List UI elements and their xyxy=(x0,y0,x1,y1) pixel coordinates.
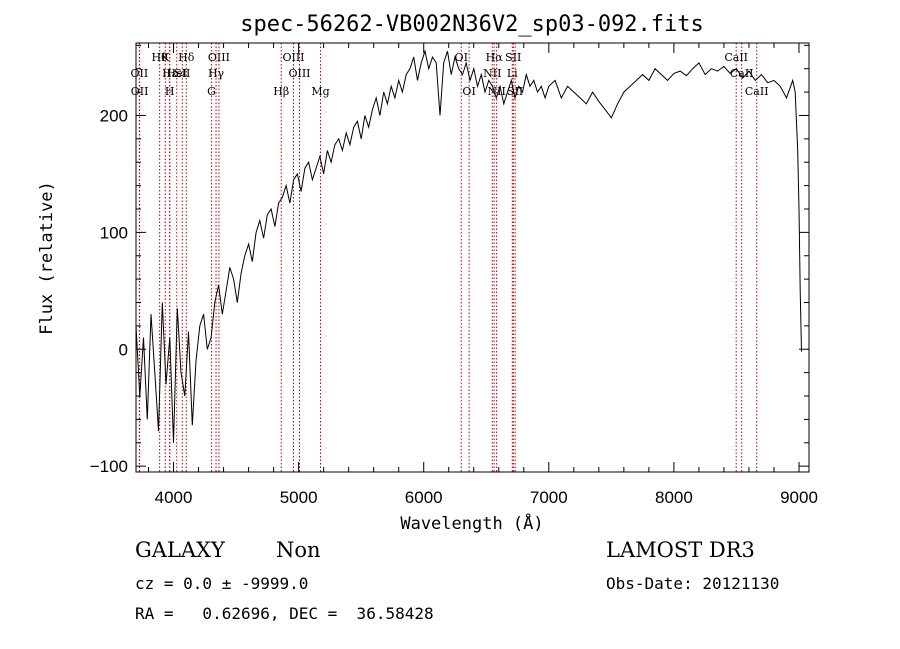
survey-name: LAMOST DR3 xyxy=(606,538,755,562)
spectral-line-label: SII xyxy=(505,51,521,64)
observation-date: Obs-Date: 20121130 xyxy=(606,574,780,593)
spectral-line-markers xyxy=(138,43,758,472)
x-tick-label: 8000 xyxy=(655,488,693,507)
spectral-line-label: Mg xyxy=(311,85,329,98)
x-axis-ticks: 4000 5000 6000 7000 8000 9000 xyxy=(148,43,818,507)
spectral-line-label: Hα xyxy=(486,51,504,64)
x-tick-label: 4000 xyxy=(155,488,193,507)
x-tick-label: 6000 xyxy=(405,488,443,507)
y-tick-label: 200 xyxy=(100,106,128,125)
redshift-readout: cz = 0.0 ± -9999.0 xyxy=(135,574,309,593)
object-class: GALAXY xyxy=(135,538,225,562)
spectral-line-label: Hθ xyxy=(152,51,169,64)
y-tick-label: 0 xyxy=(119,340,128,359)
y-axis-label: Flux (relative) xyxy=(37,181,57,335)
spectral-line-label: HeI xyxy=(167,67,187,80)
coordinates-readout: RA = 0.62696, DEC = 36.58428 xyxy=(135,604,434,623)
spectral-line-label: OI xyxy=(455,51,468,64)
spectral-line-label: SII xyxy=(507,85,523,98)
spectral-line-label: NII xyxy=(483,67,501,80)
spectral-line-label: CaII xyxy=(730,67,754,80)
spectral-line-label: OIII xyxy=(208,51,230,64)
x-tick-label: 9000 xyxy=(780,488,818,507)
plot-frame xyxy=(135,42,810,473)
spectral-line-label: Hγ xyxy=(208,67,225,80)
spectral-line-label: OII xyxy=(131,85,149,98)
chart-title: spec-56262-VB002N36V2_sp03-092.fits xyxy=(240,12,704,37)
spectral-line-label: OIII xyxy=(282,51,304,64)
spectral-line-label: OI xyxy=(462,85,475,98)
spectral-line-label: H xyxy=(165,85,175,98)
spectral-line-label: Hβ xyxy=(273,85,289,98)
y-tick-label: −100 xyxy=(90,457,128,476)
y-axis-ticks: −100 0 100 200 xyxy=(90,44,809,476)
spectral-line-label: Hε xyxy=(162,67,178,80)
object-subclass: Non xyxy=(276,538,321,562)
spectral-line-label: K xyxy=(161,51,170,64)
x-axis-label: Wavelength (Å) xyxy=(400,512,543,534)
spectral-line-label: G xyxy=(207,85,216,98)
spectral-line-label: NII xyxy=(487,85,505,98)
spectrum-line xyxy=(135,49,802,443)
x-tick-label: 5000 xyxy=(280,488,318,507)
spectral-line-label: Li xyxy=(507,67,518,80)
spectral-line-label: OII xyxy=(131,67,149,80)
y-tick-label: 100 xyxy=(100,223,128,242)
spectral-line-label: Hδ xyxy=(178,51,195,64)
spectral-line-label: OIII xyxy=(288,67,310,80)
spectral-line-label: CaII xyxy=(724,51,748,64)
spectral-line-label: CaII xyxy=(745,85,769,98)
x-tick-label: 7000 xyxy=(530,488,568,507)
spectral-line-label: SII xyxy=(174,67,190,80)
